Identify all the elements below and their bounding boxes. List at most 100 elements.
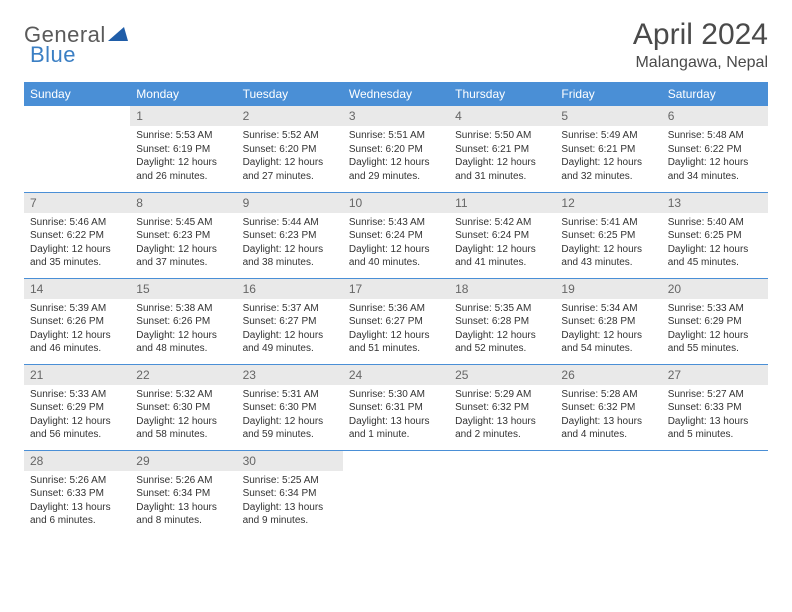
sunset-text: Sunset: 6:27 PM xyxy=(349,315,443,329)
calendar-cell: 12Sunrise: 5:41 AMSunset: 6:25 PMDayligh… xyxy=(555,192,661,278)
calendar-row: 14Sunrise: 5:39 AMSunset: 6:26 PMDayligh… xyxy=(24,278,768,364)
day-details: Sunrise: 5:43 AMSunset: 6:24 PMDaylight:… xyxy=(343,213,449,274)
calendar-cell: 27 Sunrise: 5:27 AMSunset: 6:33 PMDayligh… xyxy=(662,364,768,450)
sunset-text: Sunset: 6:31 PM xyxy=(349,401,443,415)
daylight-text: Daylight: 12 hours and 54 minutes. xyxy=(561,329,655,356)
weekday-header: Wednesday xyxy=(343,82,449,106)
day-details: Sunrise: 5:26 AMSunset: 6:33 PMDaylight:… xyxy=(24,471,130,532)
day-details: Sunrise: 5:35 AMSunset: 6:28 PMDaylight:… xyxy=(449,299,555,360)
sunrise-text: Sunrise: 5:37 AM xyxy=(243,302,337,316)
calendar-cell: 9Sunrise: 5:44 AMSunset: 6:23 PMDaylight… xyxy=(237,192,343,278)
day-details: Sunrise: 5:41 AMSunset: 6:25 PMDaylight:… xyxy=(555,213,661,274)
calendar-cell: 8Sunrise: 5:45 AMSunset: 6:23 PMDaylight… xyxy=(130,192,236,278)
calendar-cell: 4Sunrise: 5:50 AMSunset: 6:21 PMDaylight… xyxy=(449,106,555,192)
sunset-text: Sunset: 6:30 PM xyxy=(243,401,337,415)
day-details: Sunrise: 5:51 AMSunset: 6:20 PMDaylight:… xyxy=(343,126,449,187)
title-block: April 2024 Malangawa, Nepal xyxy=(633,18,768,72)
day-details: Sunrise: 5:50 AMSunset: 6:21 PMDaylight:… xyxy=(449,126,555,187)
calendar-cell: 23Sunrise: 5:31 AMSunset: 6:30 PMDayligh… xyxy=(237,364,343,450)
daylight-text: Daylight: 13 hours and 1 minute. xyxy=(349,415,443,442)
sunset-text: Sunset: 6:30 PM xyxy=(136,401,230,415)
day-number: 25 xyxy=(449,365,555,385)
weekday-header: Saturday xyxy=(662,82,768,106)
calendar-cell: 5Sunrise: 5:49 AMSunset: 6:21 PMDaylight… xyxy=(555,106,661,192)
sunrise-text: Sunrise: 5:40 AM xyxy=(668,216,762,230)
day-number: 17 xyxy=(343,279,449,299)
day-details: Sunrise: 5:40 AMSunset: 6:25 PMDaylight:… xyxy=(662,213,768,274)
sunrise-text: Sunrise: 5:27 AM xyxy=(668,388,762,402)
day-number: 8 xyxy=(130,193,236,213)
sunrise-text: Sunrise: 5:38 AM xyxy=(136,302,230,316)
calendar-cell: 21Sunrise: 5:33 AMSunset: 6:29 PMDayligh… xyxy=(24,364,130,450)
sunrise-text: Sunrise: 5:30 AM xyxy=(349,388,443,402)
calendar-cell: 30Sunrise: 5:25 AMSunset: 6:34 PMDayligh… xyxy=(237,450,343,536)
day-details: Sunrise: 5:39 AMSunset: 6:26 PMDaylight:… xyxy=(24,299,130,360)
sunrise-text: Sunrise: 5:53 AM xyxy=(136,129,230,143)
calendar-cell xyxy=(343,450,449,536)
daylight-text: Daylight: 12 hours and 48 minutes. xyxy=(136,329,230,356)
day-number: 2 xyxy=(237,106,343,126)
day-details: Sunrise: 5:48 AMSunset: 6:22 PMDaylight:… xyxy=(662,126,768,187)
daylight-text: Daylight: 13 hours and 5 minutes. xyxy=(668,415,762,442)
sunrise-text: Sunrise: 5:50 AM xyxy=(455,129,549,143)
sunset-text: Sunset: 6:33 PM xyxy=(30,487,124,501)
day-number: 16 xyxy=(237,279,343,299)
sunrise-text: Sunrise: 5:33 AM xyxy=(668,302,762,316)
calendar-cell: 6Sunrise: 5:48 AMSunset: 6:22 PMDaylight… xyxy=(662,106,768,192)
day-number: 28 xyxy=(24,451,130,471)
calendar-cell: 15Sunrise: 5:38 AMSunset: 6:26 PMDayligh… xyxy=(130,278,236,364)
sunrise-text: Sunrise: 5:48 AM xyxy=(668,129,762,143)
daylight-text: Daylight: 12 hours and 37 minutes. xyxy=(136,243,230,270)
daylight-text: Daylight: 12 hours and 31 minutes. xyxy=(455,156,549,183)
sunset-text: Sunset: 6:19 PM xyxy=(136,143,230,157)
day-number: 3 xyxy=(343,106,449,126)
sunset-text: Sunset: 6:29 PM xyxy=(668,315,762,329)
day-details: Sunrise: 5:34 AMSunset: 6:28 PMDaylight:… xyxy=(555,299,661,360)
daylight-text: Daylight: 12 hours and 35 minutes. xyxy=(30,243,124,270)
day-number: 22 xyxy=(130,365,236,385)
sunset-text: Sunset: 6:34 PM xyxy=(243,487,337,501)
calendar-cell: 24Sunrise: 5:30 AMSunset: 6:31 PMDayligh… xyxy=(343,364,449,450)
sunrise-text: Sunrise: 5:36 AM xyxy=(349,302,443,316)
sunrise-text: Sunrise: 5:28 AM xyxy=(561,388,655,402)
daylight-text: Daylight: 12 hours and 38 minutes. xyxy=(243,243,337,270)
sunset-text: Sunset: 6:32 PM xyxy=(455,401,549,415)
day-number: 13 xyxy=(662,193,768,213)
sunset-text: Sunset: 6:23 PM xyxy=(136,229,230,243)
calendar-row: 28Sunrise: 5:26 AMSunset: 6:33 PMDayligh… xyxy=(24,450,768,536)
calendar-cell xyxy=(449,450,555,536)
day-details: Sunrise: 5:32 AMSunset: 6:30 PMDaylight:… xyxy=(130,385,236,446)
calendar-cell: 2Sunrise: 5:52 AMSunset: 6:20 PMDaylight… xyxy=(237,106,343,192)
sunrise-text: Sunrise: 5:33 AM xyxy=(30,388,124,402)
sunset-text: Sunset: 6:21 PM xyxy=(561,143,655,157)
calendar-cell: 18Sunrise: 5:35 AMSunset: 6:28 PMDayligh… xyxy=(449,278,555,364)
day-number: 27 xyxy=(662,365,768,385)
sunset-text: Sunset: 6:33 PM xyxy=(668,401,762,415)
calendar-cell: 29Sunrise: 5:26 AMSunset: 6:34 PMDayligh… xyxy=(130,450,236,536)
calendar-cell: 20Sunrise: 5:33 AMSunset: 6:29 PMDayligh… xyxy=(662,278,768,364)
daylight-text: Daylight: 12 hours and 46 minutes. xyxy=(30,329,124,356)
sunset-text: Sunset: 6:32 PM xyxy=(561,401,655,415)
weekday-header: Tuesday xyxy=(237,82,343,106)
calendar-cell xyxy=(24,106,130,192)
day-number: 5 xyxy=(555,106,661,126)
day-details: Sunrise: 5:30 AMSunset: 6:31 PMDaylight:… xyxy=(343,385,449,446)
daylight-text: Daylight: 12 hours and 55 minutes. xyxy=(668,329,762,356)
sunset-text: Sunset: 6:24 PM xyxy=(349,229,443,243)
daylight-text: Daylight: 12 hours and 58 minutes. xyxy=(136,415,230,442)
daylight-text: Daylight: 12 hours and 40 minutes. xyxy=(349,243,443,270)
daylight-text: Daylight: 13 hours and 9 minutes. xyxy=(243,501,337,528)
day-details: Sunrise: 5:38 AMSunset: 6:26 PMDaylight:… xyxy=(130,299,236,360)
calendar-row: 21Sunrise: 5:33 AMSunset: 6:29 PMDayligh… xyxy=(24,364,768,450)
sunrise-text: Sunrise: 5:46 AM xyxy=(30,216,124,230)
sunset-text: Sunset: 6:23 PM xyxy=(243,229,337,243)
weekday-header: Sunday xyxy=(24,82,130,106)
day-details: Sunrise: 5:28 AMSunset: 6:32 PMDaylight:… xyxy=(555,385,661,446)
day-details: Sunrise: 5:25 AMSunset: 6:34 PMDaylight:… xyxy=(237,471,343,532)
sunset-text: Sunset: 6:25 PM xyxy=(668,229,762,243)
sunrise-text: Sunrise: 5:43 AM xyxy=(349,216,443,230)
logo-sub: Blue xyxy=(30,42,76,68)
sunrise-text: Sunrise: 5:39 AM xyxy=(30,302,124,316)
sunrise-text: Sunrise: 5:25 AM xyxy=(243,474,337,488)
day-details: Sunrise: 5:29 AMSunset: 6:32 PMDaylight:… xyxy=(449,385,555,446)
